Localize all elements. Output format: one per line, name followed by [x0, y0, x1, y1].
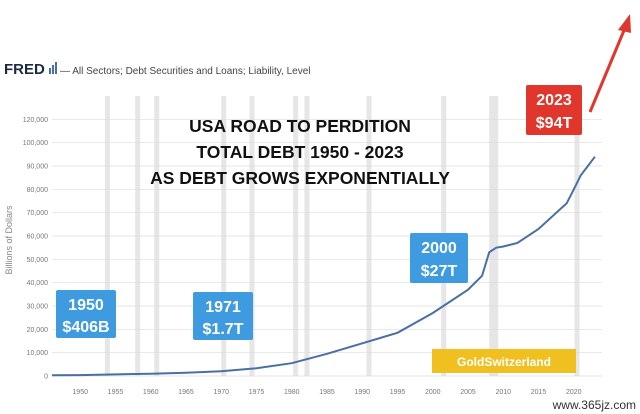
y-tick-label: 90,000: [27, 164, 49, 171]
title-line-1: USA ROAD TO PERDITION: [189, 116, 411, 136]
x-tick-label: 1975: [249, 389, 265, 396]
y-tick-label: 30,000: [27, 304, 49, 311]
title-line-2: TOTAL DEBT 1950 - 2023: [196, 142, 403, 162]
y-tick-label: 120,000: [23, 117, 48, 124]
svg-text:$27T: $27T: [421, 263, 458, 280]
brand-badge: GoldSwitzerland: [432, 349, 576, 373]
title-line-3: AS DEBT GROWS EXPONENTIALLY: [150, 168, 450, 188]
y-tick-label: 100,000: [23, 140, 48, 147]
badge-1971: 1971 $1.7T: [193, 292, 253, 340]
svg-text:2023: 2023: [536, 92, 572, 109]
x-tick-labels: 1950 1955 1960 1965 1970 1975 1980 1985 1990 1995…: [72, 389, 581, 396]
x-tick-label: 1950: [72, 389, 88, 396]
x-tick-label: 1955: [108, 389, 124, 396]
x-tick-label: 1985: [319, 389, 335, 396]
x-tick-label: 2020: [566, 389, 582, 396]
y-tick-label: 10,000: [27, 350, 49, 357]
svg-text:GoldSwitzerland: GoldSwitzerland: [457, 355, 551, 369]
y-tick-label: 60,000: [27, 234, 49, 241]
fred-logo: FRED: [4, 61, 45, 78]
x-tick-label: 2015: [531, 389, 547, 396]
x-tick-label: 1990: [354, 389, 370, 396]
x-tick-label: 2010: [495, 389, 511, 396]
x-tick-label: 1995: [390, 389, 406, 396]
svg-text:1950: 1950: [68, 297, 104, 314]
y-tick-label: 0: [44, 374, 48, 381]
badge-1950: 1950 $406B: [56, 290, 116, 338]
x-tick-label: 1960: [143, 389, 159, 396]
grid: [52, 96, 602, 377]
badge-2000: 2000 $27T: [410, 233, 468, 283]
y-tick-labels: 0 10,000 20,000 30,000 40,000 50,000 60,000 70,…: [23, 117, 48, 381]
y-tick-label: 40,000: [27, 280, 49, 287]
fred-series-title: — All Sectors; Debt Securities and Loans…: [60, 66, 311, 77]
chart-title: USA ROAD TO PERDITION TOTAL DEBT 1950 - …: [150, 116, 450, 188]
x-tick-label: 2005: [460, 389, 476, 396]
y-tick-label: 80,000: [27, 187, 49, 194]
watermark: www.365jz.com: [552, 398, 636, 412]
x-tick-label: 2000: [425, 389, 441, 396]
growth-arrow: [588, 14, 631, 113]
svg-text:$406B: $406B: [62, 319, 109, 336]
y-axis-label: Billions of Dollars: [4, 205, 14, 275]
x-tick-label: 1970: [213, 389, 229, 396]
x-tick-label: 1965: [178, 389, 194, 396]
y-tick-label: 20,000: [27, 327, 49, 334]
series-line: [51, 156, 596, 377]
x-tick-label: 1980: [284, 389, 300, 396]
y-tick-label: 50,000: [27, 257, 49, 264]
fred-header: FRED — All Sectors; Debt Securities and …: [4, 61, 311, 78]
fred-chart-icon: [49, 62, 57, 74]
svg-text:2000: 2000: [421, 240, 457, 257]
badge-2023: 2023 $94T: [526, 85, 582, 135]
svg-text:1971: 1971: [205, 299, 241, 316]
y-tick-label: 70,000: [27, 210, 49, 217]
svg-text:$1.7T: $1.7T: [203, 321, 244, 338]
svg-text:$94T: $94T: [536, 115, 573, 132]
